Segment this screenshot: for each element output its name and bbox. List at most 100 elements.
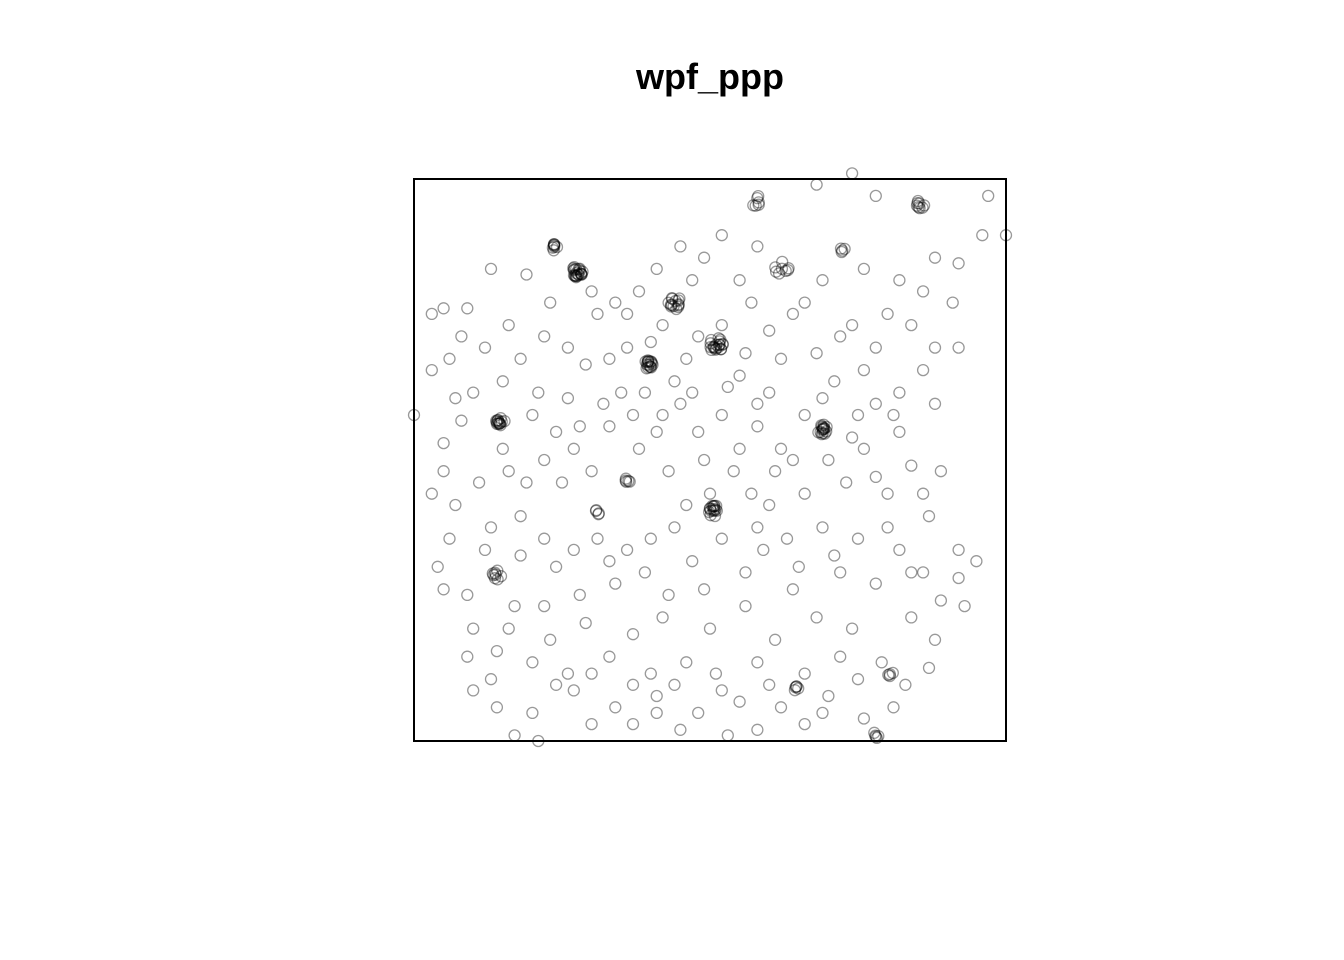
- point-323: [490, 414, 503, 427]
- point-389: [619, 474, 632, 487]
- point-43: [774, 442, 788, 455]
- point-187: [893, 543, 906, 557]
- point-14: [715, 318, 728, 332]
- point-181: [786, 453, 800, 467]
- point-215: [905, 566, 918, 579]
- point-380: [776, 255, 789, 269]
- point-333: [815, 420, 828, 433]
- point-0: [437, 302, 450, 315]
- point-232: [437, 583, 450, 596]
- point-261: [548, 238, 561, 251]
- point-19: [869, 341, 882, 354]
- point-244: [570, 266, 583, 280]
- point-370: [910, 199, 924, 212]
- point-173: [845, 318, 859, 332]
- point-364: [491, 573, 504, 586]
- point-165: [425, 307, 438, 321]
- point-255: [574, 267, 588, 280]
- point-64: [514, 510, 527, 523]
- point-70: [668, 521, 681, 534]
- point-349: [704, 509, 717, 522]
- point-336: [818, 427, 831, 440]
- point-174: [881, 307, 894, 321]
- point-192: [638, 566, 652, 579]
- point-344: [812, 426, 825, 439]
- point-264: [547, 238, 561, 252]
- point-169: [680, 352, 693, 365]
- point-18: [834, 330, 847, 343]
- point-92: [461, 588, 474, 602]
- point-197: [443, 532, 456, 545]
- point-327: [491, 417, 505, 430]
- point-205: [656, 408, 669, 422]
- point-206: [686, 386, 699, 399]
- point-5: [620, 307, 634, 321]
- point-123: [544, 633, 557, 646]
- point-114: [532, 734, 545, 748]
- point-211: [751, 397, 764, 410]
- point-60: [502, 465, 515, 478]
- point-369: [487, 568, 500, 582]
- point-7: [478, 341, 492, 354]
- point-82: [869, 577, 882, 590]
- point-layer: [407, 167, 1013, 748]
- point-48: [905, 459, 918, 472]
- point-289: [707, 340, 720, 354]
- point-342: [817, 422, 831, 435]
- point-154: [751, 240, 764, 253]
- point-213: [851, 408, 865, 422]
- point-221: [715, 684, 728, 697]
- point-405: [882, 668, 895, 682]
- point-393: [590, 504, 603, 517]
- point-362: [489, 568, 502, 581]
- point-394: [592, 507, 605, 520]
- point-21: [928, 341, 942, 354]
- point-279: [669, 294, 682, 308]
- point-125: [461, 650, 474, 663]
- point-287: [713, 338, 726, 351]
- point-266: [665, 292, 679, 305]
- point-410: [751, 191, 764, 205]
- point-89: [573, 588, 586, 602]
- point-295: [716, 338, 729, 351]
- point-335: [820, 420, 833, 434]
- point-397: [790, 680, 803, 693]
- point-95: [526, 656, 539, 669]
- point-309: [646, 358, 659, 371]
- point-417: [838, 242, 851, 256]
- point-231: [502, 622, 515, 635]
- observation-window: [413, 178, 1007, 742]
- point-222: [668, 678, 681, 691]
- point-162: [585, 285, 598, 298]
- point-319: [498, 414, 511, 428]
- point-354: [704, 504, 718, 517]
- point-32: [526, 408, 539, 422]
- point-84: [786, 583, 800, 596]
- point-201: [538, 453, 551, 467]
- point-85: [739, 566, 752, 579]
- point-87: [662, 588, 675, 602]
- point-293: [705, 333, 718, 347]
- point-31: [467, 386, 480, 399]
- point-141: [733, 369, 746, 382]
- point-355: [707, 499, 721, 513]
- point-288: [710, 338, 723, 351]
- point-138: [561, 392, 575, 405]
- point-412: [752, 198, 765, 211]
- point-366: [494, 570, 508, 583]
- point-98: [644, 667, 657, 680]
- point-270: [664, 300, 678, 313]
- point-409: [752, 189, 765, 203]
- point-268: [672, 299, 685, 312]
- point-277: [673, 292, 686, 305]
- point-4: [591, 307, 604, 321]
- point-357: [706, 499, 719, 513]
- point-186: [934, 465, 948, 478]
- point-177: [703, 487, 717, 500]
- point-313: [641, 355, 655, 368]
- point-189: [792, 560, 805, 573]
- point-274: [664, 298, 678, 311]
- point-320: [490, 417, 504, 431]
- point-368: [488, 566, 502, 579]
- point-253: [572, 262, 585, 276]
